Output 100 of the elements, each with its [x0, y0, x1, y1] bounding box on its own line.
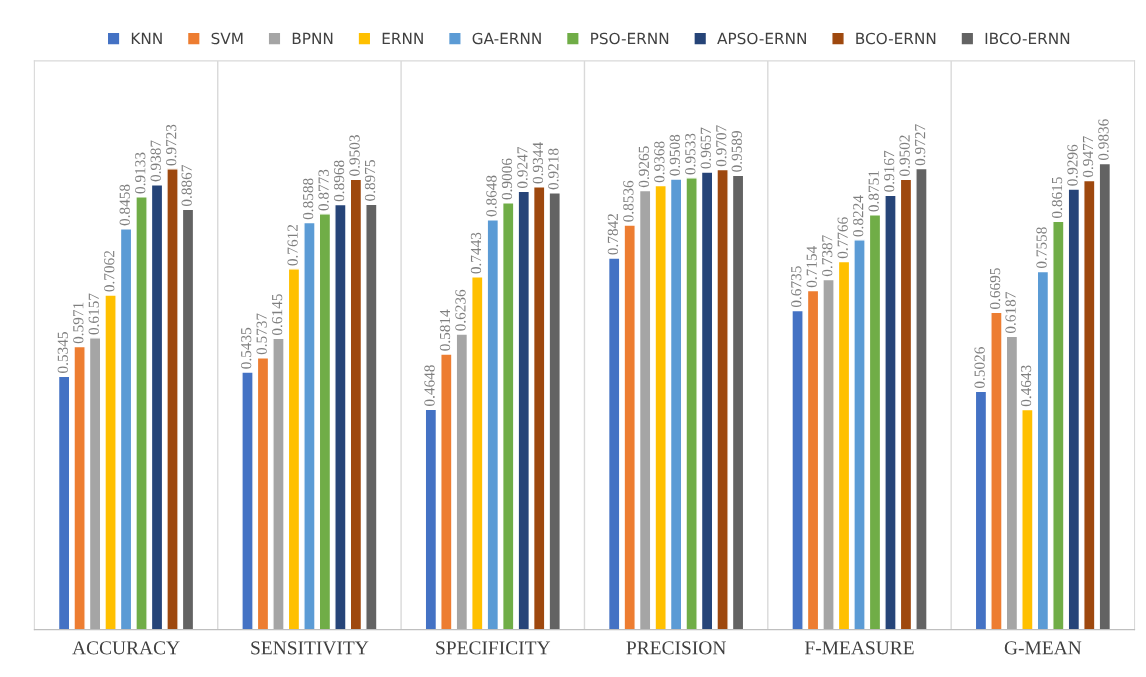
data-label: 0.7443 — [470, 232, 482, 274]
data-label: 0.5737 — [256, 313, 267, 355]
data-label: 0.8615 — [1051, 177, 1063, 218]
bar — [1067, 188, 1081, 630]
data-label: 0.7387 — [822, 235, 833, 277]
bar — [884, 194, 897, 630]
legend-label: BCO-ERNN — [856, 32, 936, 45]
bar — [349, 178, 363, 630]
bar — [272, 337, 285, 630]
bar — [119, 228, 133, 630]
data-label: 0.7612 — [287, 224, 298, 266]
data-label: 0.9503 — [349, 135, 360, 176]
bar — [1021, 408, 1034, 630]
data-label: 0.5971 — [73, 302, 84, 344]
bar — [899, 178, 913, 630]
data-label: 0.9265 — [638, 146, 650, 188]
bar — [638, 189, 652, 630]
data-label: 0.9133 — [135, 152, 146, 194]
bar — [1083, 179, 1096, 630]
data-label: 0.9727 — [914, 124, 926, 166]
data-label: 0.9344 — [532, 142, 544, 184]
data-label: 0.5026 — [974, 347, 985, 389]
data-label: 0.8773 — [318, 169, 329, 211]
legend-label: PSO-ERNN — [591, 32, 669, 45]
data-label: 0.9723 — [166, 124, 177, 166]
data-label: 0.9836 — [1098, 119, 1109, 161]
data-label: 0.8975 — [364, 160, 376, 201]
data-label: 0.9707 — [716, 125, 727, 167]
data-label: 0.9167 — [883, 150, 895, 192]
bar — [791, 309, 804, 630]
data-label: 0.8224 — [853, 195, 864, 237]
legend-label: APSO-ERNN — [717, 32, 806, 45]
x-tick-label: SPECIFICITY — [436, 641, 551, 655]
bar — [685, 177, 698, 630]
data-label: 0.9387 — [150, 140, 161, 182]
bar — [654, 184, 667, 630]
x-tick-label: G-MEAN — [1004, 641, 1082, 655]
bar — [88, 337, 102, 630]
legend-label: IBCO-ERNN — [985, 32, 1070, 45]
bar — [607, 257, 621, 630]
bar — [822, 278, 835, 630]
x-tick-label: PRECISION — [626, 641, 726, 655]
bar — [548, 192, 561, 630]
bar — [303, 221, 316, 630]
legend-label: KNN — [131, 32, 162, 44]
bar — [837, 260, 851, 630]
data-label: 0.9657 — [700, 127, 711, 169]
bar — [501, 202, 515, 630]
data-label: 0.4648 — [424, 365, 435, 406]
bar — [365, 203, 378, 630]
data-label: 0.9477 — [1082, 136, 1094, 178]
data-label: 0.8588 — [302, 178, 314, 220]
data-label: 0.7842 — [607, 214, 619, 255]
bar — [334, 203, 347, 630]
data-label: 0.9589 — [731, 131, 742, 172]
bar — [1036, 270, 1050, 630]
x-tick-label: SENSITIVITY — [251, 641, 369, 655]
bar — [1052, 220, 1065, 630]
data-label: 0.5435 — [241, 327, 252, 369]
data-label: 0.8751 — [868, 171, 879, 212]
bar — [73, 345, 86, 630]
data-label: 0.9368 — [654, 141, 665, 183]
data-label: 0.9508 — [669, 134, 681, 176]
data-label: 0.6236 — [455, 289, 466, 331]
bar — [181, 208, 195, 630]
data-label: 0.9502 — [899, 135, 910, 176]
data-label: 0.8648 — [486, 175, 497, 217]
bar — [241, 371, 254, 630]
data-label: 0.9533 — [685, 133, 696, 175]
data-label: 0.7154 — [806, 246, 817, 288]
data-label: 0.7766 — [837, 217, 848, 259]
data-label: 0.4643 — [1020, 365, 1032, 407]
data-label: 0.6187 — [1005, 292, 1016, 334]
bar — [1098, 162, 1112, 630]
data-label: 0.6157 — [88, 293, 99, 335]
legend-label: GA-ERNN — [472, 32, 541, 45]
bar — [318, 213, 332, 630]
data-label: 0.7062 — [104, 250, 115, 292]
bar — [990, 311, 1003, 630]
bar — [700, 171, 714, 630]
bar — [166, 168, 179, 630]
bar — [135, 196, 148, 630]
x-tick-label: ACCURACY — [72, 641, 180, 655]
data-label: 0.6145 — [271, 294, 283, 336]
bar — [486, 219, 500, 630]
data-label: 0.9006 — [501, 158, 513, 200]
bar — [440, 353, 453, 630]
bar — [1005, 335, 1019, 630]
data-label: 0.8968 — [333, 160, 345, 202]
bar — [150, 184, 164, 630]
data-label: 0.8867 — [181, 165, 192, 207]
bar — [256, 357, 270, 630]
bar — [455, 333, 469, 630]
bar — [57, 375, 71, 630]
data-label: 0.9218 — [548, 148, 559, 190]
data-label: 0.6735 — [791, 266, 802, 308]
data-label: 0.6695 — [989, 268, 1001, 309]
bar — [424, 408, 438, 630]
bar — [669, 178, 683, 630]
x-tick-label: F-MEASURE — [804, 641, 914, 655]
